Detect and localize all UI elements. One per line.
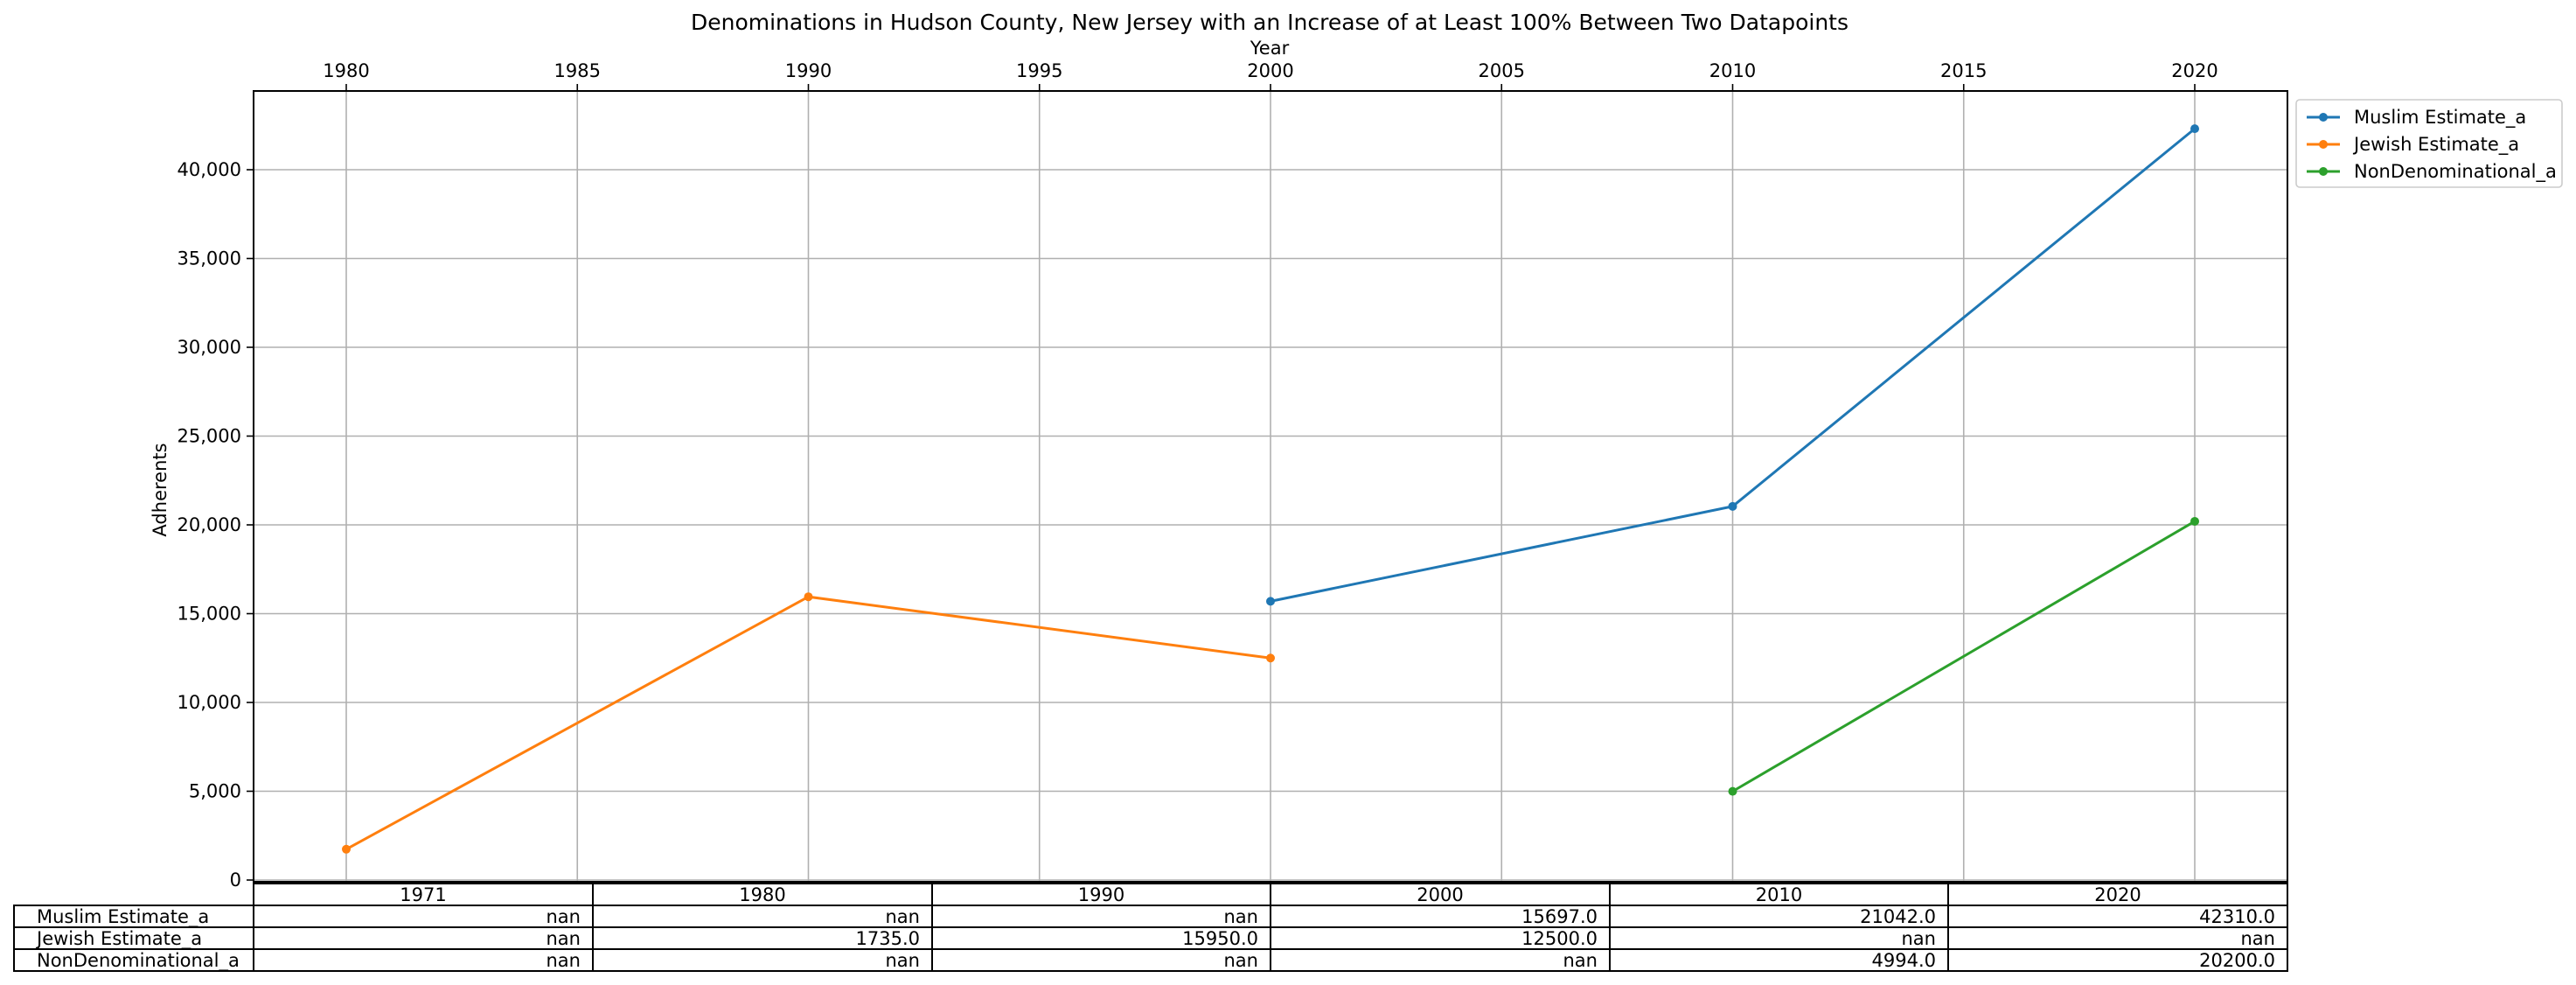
table-cell bbox=[931, 948, 1271, 972]
table-cell-value: 20200.0 bbox=[2199, 950, 2275, 971]
table-header-label: 1971 bbox=[400, 884, 446, 905]
table-cell-value: nan bbox=[886, 950, 921, 971]
table-cell-value: 42310.0 bbox=[2199, 906, 2275, 927]
table-cell bbox=[592, 905, 933, 928]
table-cell-value: 1735.0 bbox=[856, 928, 920, 949]
table-header-label: 2020 bbox=[2094, 884, 2141, 905]
table-header-label: 2010 bbox=[1756, 884, 1802, 905]
data-point bbox=[342, 844, 351, 854]
legend-marker bbox=[2319, 140, 2328, 149]
table-cell bbox=[1947, 948, 2288, 972]
table-cell-value: nan bbox=[547, 950, 581, 971]
table-cell-value: nan bbox=[547, 906, 581, 927]
y-tick-label: 30,000 bbox=[178, 337, 241, 358]
table-cell-value: 4994.0 bbox=[1872, 950, 1936, 971]
table-cell-value: nan bbox=[1224, 906, 1259, 927]
table-cell-value: nan bbox=[2241, 928, 2276, 949]
x-tick-label: 2015 bbox=[1940, 60, 1987, 81]
x-tick-label: 1985 bbox=[554, 60, 601, 81]
legend: Muslim Estimate_a Jewish Estimate_a NonDen… bbox=[2295, 99, 2563, 188]
table-cell bbox=[1270, 948, 1611, 972]
table-cell bbox=[1947, 926, 2288, 950]
x-tick-label: 1995 bbox=[1016, 60, 1062, 81]
y-axis-label: Adherents bbox=[150, 443, 171, 536]
table-cell bbox=[253, 948, 594, 972]
grid bbox=[254, 91, 2287, 882]
data-point bbox=[2190, 516, 2199, 526]
legend-label: Jewish Estimate_a bbox=[2352, 134, 2519, 156]
table-cell-value: nan bbox=[886, 906, 921, 927]
x-tick-label: 1990 bbox=[785, 60, 832, 81]
table-cell-value: 15950.0 bbox=[1182, 928, 1258, 949]
table-cell bbox=[1609, 948, 1949, 972]
legend-box bbox=[2295, 99, 2563, 188]
data-point bbox=[1728, 501, 1737, 511]
table-cell bbox=[253, 926, 594, 950]
table-header-label: 1990 bbox=[1078, 884, 1124, 905]
legend-marker bbox=[2319, 113, 2328, 122]
table-header-cell bbox=[1947, 883, 2288, 906]
y-tick-label: 40,000 bbox=[178, 159, 241, 180]
data-table: 1971 1980 1990 2000 2010 2020 Muslim Estimate_… bbox=[13, 883, 2288, 972]
data-point bbox=[2190, 124, 2199, 134]
y-tick-label: 15,000 bbox=[178, 604, 241, 625]
x-tick-label: 1980 bbox=[323, 60, 369, 81]
table-cell bbox=[592, 948, 933, 972]
table-cell-value: nan bbox=[1563, 950, 1598, 971]
table-cell bbox=[253, 905, 594, 928]
y-tick-label: 25,000 bbox=[178, 426, 241, 447]
y-tick-label: 5,000 bbox=[189, 781, 241, 802]
x-tick-label: 2020 bbox=[2171, 60, 2217, 81]
table-cell-value: nan bbox=[1902, 928, 1937, 949]
table-cell-value: 12500.0 bbox=[1521, 928, 1598, 949]
table-cell-value: 15697.0 bbox=[1521, 906, 1598, 927]
table-cell bbox=[1609, 905, 1949, 928]
data-point bbox=[804, 592, 813, 602]
table-row-label: NonDenominational_a bbox=[37, 950, 240, 972]
table-row-label-cell bbox=[13, 948, 254, 972]
data-point bbox=[1728, 786, 1737, 796]
x-tick-label: 2005 bbox=[1479, 60, 1525, 81]
table-cell-value: nan bbox=[1224, 950, 1259, 971]
table-header-label: 1980 bbox=[739, 884, 785, 905]
y-tick-label: 35,000 bbox=[178, 248, 241, 269]
legend-label: NonDenominational_a bbox=[2354, 161, 2557, 183]
x-axis-label: Year bbox=[1250, 38, 1290, 59]
table-row-label: Muslim Estimate_a bbox=[37, 906, 209, 928]
x-tick-label: 2010 bbox=[1709, 60, 1756, 81]
data-point bbox=[1266, 597, 1275, 606]
table-header-label: 2000 bbox=[1417, 884, 1463, 905]
table-cell bbox=[931, 905, 1271, 928]
table-header-cell bbox=[1609, 883, 1949, 906]
axes: 1980 1985 1990 1995 2000 2005 2010 2015 2020 0 5,0… bbox=[178, 60, 2288, 891]
data-point bbox=[1266, 653, 1275, 663]
table-cell-value: 21042.0 bbox=[1860, 906, 1936, 927]
y-tick-label: 20,000 bbox=[178, 514, 241, 535]
series-lines bbox=[342, 124, 2199, 854]
legend-label: Muslim Estimate_a bbox=[2354, 107, 2526, 129]
legend-marker bbox=[2319, 167, 2328, 176]
y-tick-label: 0 bbox=[230, 870, 241, 891]
table-cell-value: nan bbox=[547, 928, 581, 949]
series-line bbox=[1731, 520, 2196, 793]
table-cell bbox=[1609, 926, 1949, 950]
y-tick-label: 10,000 bbox=[178, 692, 241, 713]
table-row-label: Jewish Estimate_a bbox=[35, 928, 202, 950]
x-tick-label: 2000 bbox=[1247, 60, 1293, 81]
chart-title: Denominations in Hudson County, New Jers… bbox=[691, 10, 1848, 35]
